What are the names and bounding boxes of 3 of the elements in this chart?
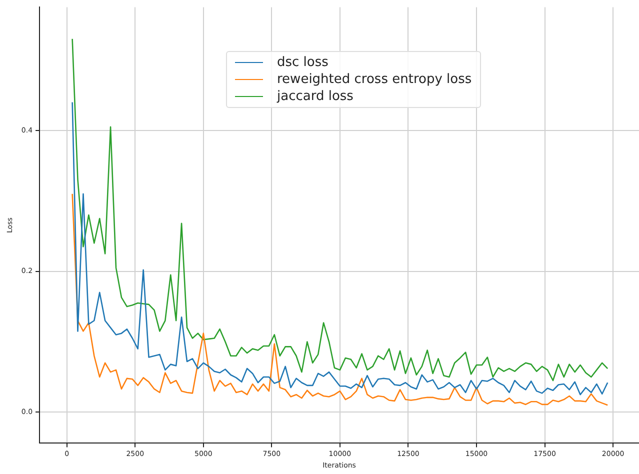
legend-label: dsc loss	[277, 55, 328, 70]
legend-label: reweighted cross entropy loss	[277, 72, 472, 87]
legend-label: jaccard loss	[277, 89, 354, 104]
